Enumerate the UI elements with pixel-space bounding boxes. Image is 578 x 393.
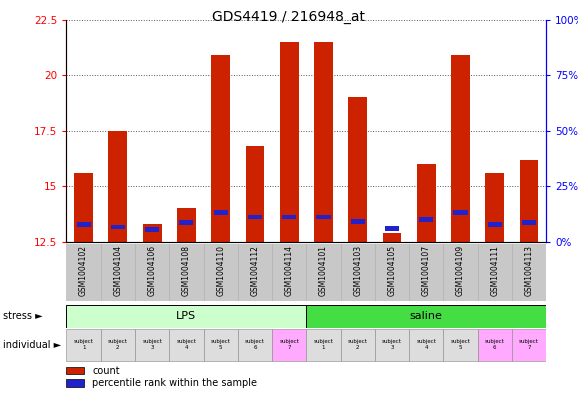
Bar — [66, 379, 84, 387]
Bar — [443, 329, 477, 361]
Bar — [522, 220, 536, 225]
Bar — [349, 97, 367, 242]
Text: stress ►: stress ► — [3, 311, 43, 321]
Bar — [203, 329, 238, 361]
Text: subject
2: subject 2 — [348, 340, 368, 350]
Bar — [409, 329, 443, 361]
Text: GSM1004101: GSM1004101 — [319, 245, 328, 296]
Bar — [272, 329, 306, 361]
Bar — [214, 210, 228, 215]
Bar — [238, 329, 272, 361]
Bar — [419, 217, 434, 222]
Text: subject
6: subject 6 — [245, 340, 265, 350]
Bar — [520, 160, 539, 242]
Bar — [169, 329, 203, 361]
Bar — [179, 220, 194, 225]
Bar — [76, 222, 91, 227]
Bar — [375, 329, 409, 361]
Text: subject
4: subject 4 — [176, 340, 197, 350]
Text: subject
6: subject 6 — [485, 340, 505, 350]
Bar — [451, 55, 470, 242]
Text: subject
3: subject 3 — [382, 340, 402, 350]
Text: GSM1004113: GSM1004113 — [525, 245, 533, 296]
Text: LPS: LPS — [176, 311, 197, 321]
Text: count: count — [92, 365, 120, 376]
Bar — [66, 367, 84, 374]
Bar — [351, 219, 365, 224]
Bar — [74, 173, 93, 242]
Text: GSM1004106: GSM1004106 — [147, 245, 157, 296]
Bar — [101, 329, 135, 361]
Bar — [111, 224, 125, 230]
Bar — [306, 305, 546, 328]
Bar — [143, 224, 162, 242]
Text: subject
1: subject 1 — [313, 340, 334, 350]
Text: GSM1004109: GSM1004109 — [456, 245, 465, 296]
Text: GSM1004103: GSM1004103 — [353, 245, 362, 296]
Text: GSM1004102: GSM1004102 — [79, 245, 88, 296]
Text: individual ►: individual ► — [3, 340, 61, 350]
Text: percentile rank within the sample: percentile rank within the sample — [92, 378, 257, 388]
Text: subject
7: subject 7 — [519, 340, 539, 350]
Bar — [66, 329, 101, 361]
Bar — [135, 329, 169, 361]
Text: subject
1: subject 1 — [73, 340, 94, 350]
Bar — [246, 146, 264, 242]
Bar — [145, 227, 159, 232]
Bar — [512, 329, 546, 361]
Text: GSM1004112: GSM1004112 — [250, 245, 260, 296]
Bar — [486, 173, 504, 242]
Bar — [211, 55, 230, 242]
Text: subject
2: subject 2 — [108, 340, 128, 350]
Bar — [109, 130, 127, 242]
Text: subject
4: subject 4 — [416, 340, 436, 350]
Bar — [477, 329, 512, 361]
Bar — [248, 215, 262, 219]
Bar — [177, 208, 196, 242]
Text: GSM1004108: GSM1004108 — [182, 245, 191, 296]
Bar — [385, 226, 399, 231]
Text: subject
3: subject 3 — [142, 340, 162, 350]
Bar — [316, 215, 331, 219]
Text: subject
5: subject 5 — [211, 340, 231, 350]
Text: GDS4419 / 216948_at: GDS4419 / 216948_at — [213, 10, 365, 24]
Text: GSM1004105: GSM1004105 — [387, 245, 397, 296]
Bar — [488, 222, 502, 227]
Bar — [383, 233, 402, 242]
Text: GSM1004104: GSM1004104 — [113, 245, 123, 296]
Text: GSM1004111: GSM1004111 — [490, 245, 499, 296]
Bar — [417, 164, 436, 242]
Text: GSM1004107: GSM1004107 — [422, 245, 431, 296]
Bar — [454, 210, 468, 215]
Bar — [280, 42, 299, 242]
Text: GSM1004110: GSM1004110 — [216, 245, 225, 296]
Text: GSM1004114: GSM1004114 — [285, 245, 294, 296]
Bar — [66, 305, 306, 328]
Bar — [340, 329, 375, 361]
Bar — [282, 215, 297, 219]
Bar — [306, 329, 340, 361]
Text: subject
7: subject 7 — [279, 340, 299, 350]
Bar — [314, 42, 333, 242]
Text: subject
5: subject 5 — [451, 340, 470, 350]
Text: saline: saline — [410, 311, 443, 321]
